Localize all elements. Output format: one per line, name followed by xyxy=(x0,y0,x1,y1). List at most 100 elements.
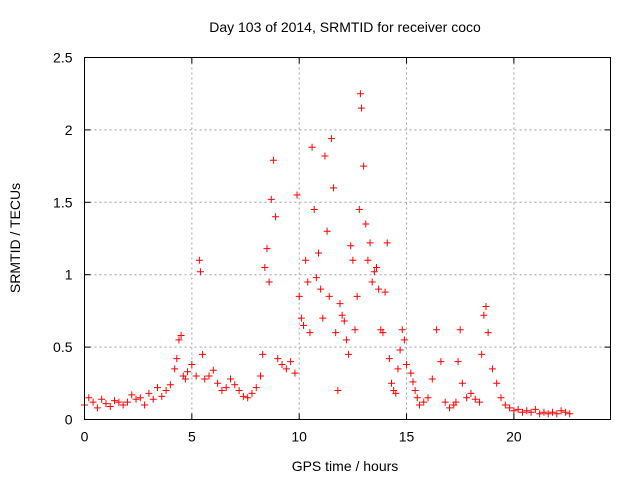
data-point xyxy=(340,317,348,325)
data-point xyxy=(458,379,466,387)
x-tick-label: 15 xyxy=(399,429,415,445)
data-point xyxy=(218,387,226,395)
data-point xyxy=(244,394,252,402)
data-point xyxy=(287,358,295,366)
data-point xyxy=(321,152,329,160)
data-point xyxy=(231,381,239,389)
data-point xyxy=(366,239,374,247)
data-point xyxy=(536,410,544,418)
data-point xyxy=(98,395,106,403)
data-point xyxy=(493,379,501,387)
data-point xyxy=(478,350,486,358)
chart-title: Day 103 of 2014, SRMTID for receiver coc… xyxy=(209,19,481,35)
data-point xyxy=(415,401,423,409)
data-point xyxy=(291,369,299,377)
data-point xyxy=(106,402,114,410)
data-point xyxy=(482,303,490,311)
data-point xyxy=(553,410,561,418)
data-point xyxy=(235,387,243,395)
data-point xyxy=(437,358,445,366)
data-point xyxy=(349,256,357,264)
data-point xyxy=(345,350,353,358)
data-point xyxy=(293,191,301,199)
data-point xyxy=(385,355,393,363)
data-point xyxy=(357,104,365,112)
data-point xyxy=(89,398,97,406)
data-point xyxy=(394,365,402,373)
data-point xyxy=(257,372,265,380)
data-point xyxy=(85,394,93,402)
data-point xyxy=(383,239,391,247)
data-point xyxy=(392,389,400,397)
data-point xyxy=(514,405,522,413)
data-point xyxy=(209,366,217,374)
data-point xyxy=(471,395,479,403)
data-point xyxy=(149,395,157,403)
data-point xyxy=(263,245,271,253)
data-point xyxy=(252,384,260,392)
data-point xyxy=(308,143,316,151)
data-point xyxy=(362,220,370,228)
data-point xyxy=(302,256,310,264)
data-point xyxy=(323,227,331,235)
data-point xyxy=(566,410,574,418)
data-point xyxy=(195,256,203,264)
data-point xyxy=(93,404,101,412)
data-point xyxy=(175,336,183,344)
data-point xyxy=(278,360,286,368)
y-axis-title: SRMTID / TECUs xyxy=(7,183,23,293)
data-point xyxy=(272,213,280,221)
data-point xyxy=(518,408,526,416)
x-tick-label: 10 xyxy=(291,429,307,445)
data-point xyxy=(476,398,484,406)
data-point xyxy=(488,365,496,373)
data-point xyxy=(540,408,548,416)
data-point xyxy=(319,314,327,322)
data-point xyxy=(132,395,140,403)
data-point xyxy=(480,311,488,319)
data-point xyxy=(153,384,161,392)
data-point xyxy=(413,394,421,402)
data-point xyxy=(269,156,277,164)
data-point xyxy=(368,278,376,286)
data-point xyxy=(353,292,361,300)
data-point xyxy=(375,285,383,293)
data-point xyxy=(315,249,323,257)
data-point xyxy=(400,336,408,344)
data-point xyxy=(452,398,460,406)
x-tick-label: 0 xyxy=(81,429,89,445)
data-point xyxy=(196,268,204,276)
data-point xyxy=(531,405,539,413)
data-point xyxy=(381,288,389,296)
data-point xyxy=(370,268,378,276)
data-point xyxy=(338,311,346,319)
data-point xyxy=(119,401,127,409)
data-point xyxy=(299,321,307,329)
y-tick-label: 1 xyxy=(65,267,73,283)
data-point xyxy=(265,278,273,286)
data-point xyxy=(166,381,174,389)
data-point xyxy=(102,400,110,408)
data-points xyxy=(81,90,574,418)
data-point xyxy=(261,263,269,271)
y-tick-label: 0.5 xyxy=(53,339,73,355)
data-point xyxy=(201,375,209,383)
data-point xyxy=(544,410,552,418)
data-point xyxy=(372,263,380,271)
data-point xyxy=(128,391,136,399)
data-point xyxy=(282,365,290,373)
data-point xyxy=(115,398,123,406)
data-point xyxy=(171,365,179,373)
y-tick-label: 2 xyxy=(65,122,73,138)
data-point xyxy=(267,195,275,203)
data-point xyxy=(396,346,404,354)
data-point xyxy=(456,326,464,334)
data-point xyxy=(325,292,333,300)
data-point xyxy=(467,389,475,397)
data-point xyxy=(334,387,342,395)
data-point xyxy=(506,404,514,412)
data-point xyxy=(330,184,338,192)
data-point xyxy=(192,372,200,380)
axis-ticks xyxy=(84,57,611,420)
y-tick-label: 0 xyxy=(65,412,73,428)
